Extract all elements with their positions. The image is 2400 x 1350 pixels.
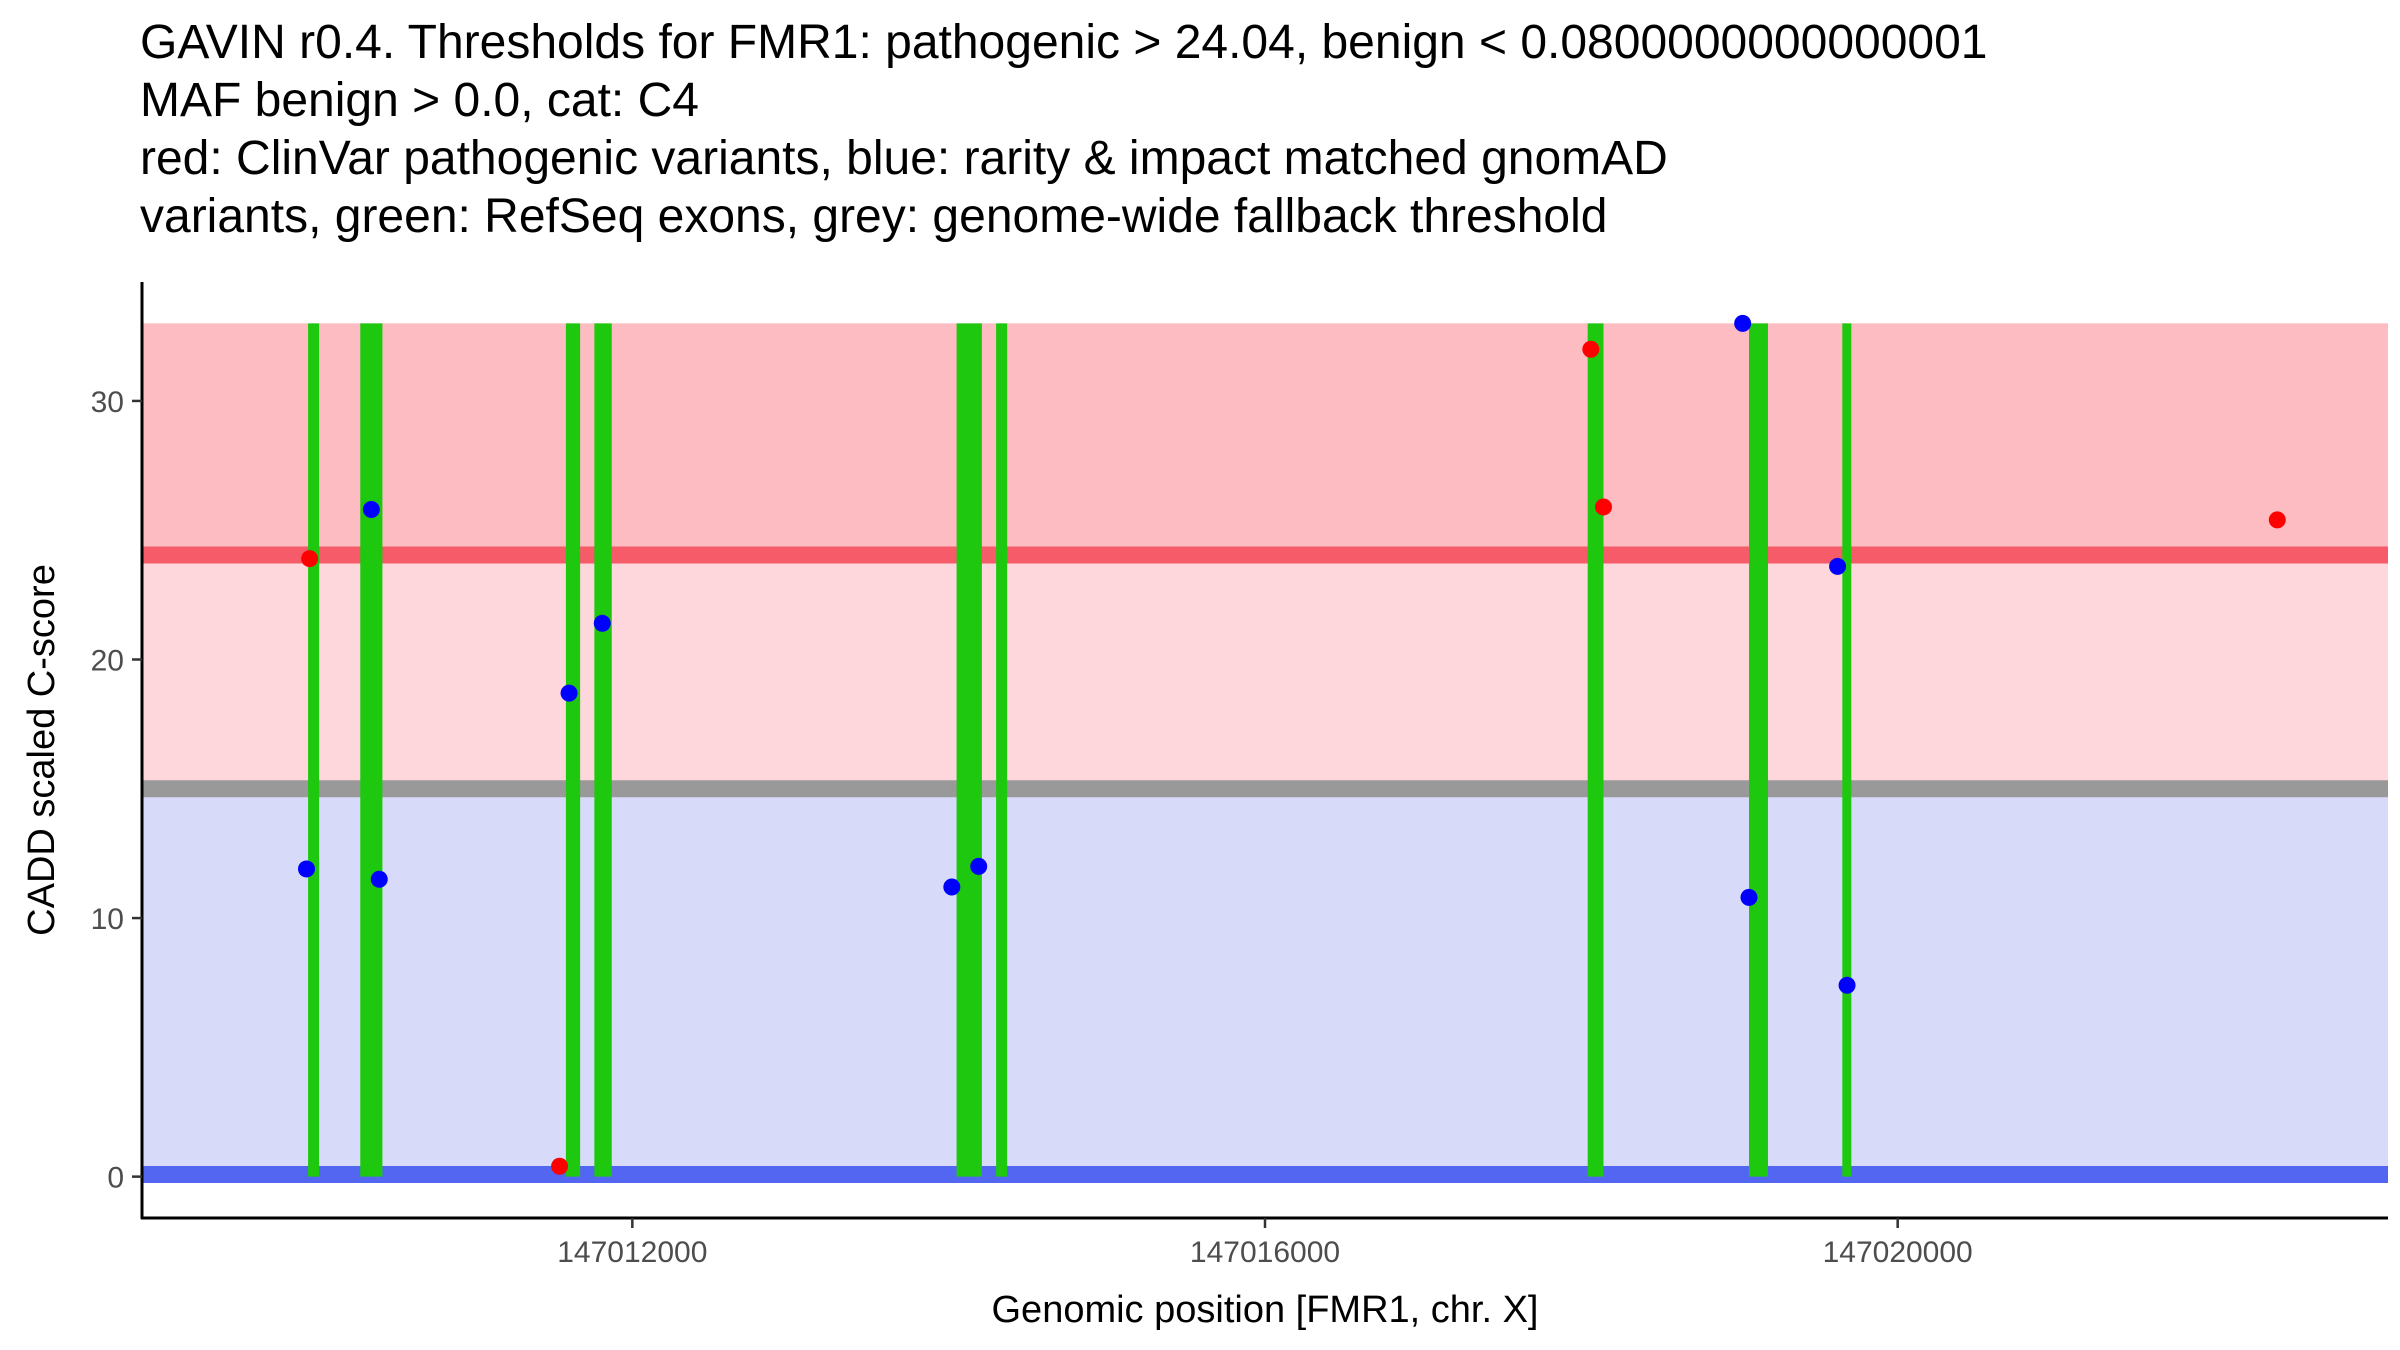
title-line-1: GAVIN r0.4. Thresholds for FMR1: pathoge… [140,16,1988,69]
gnomad-variant-point [560,684,578,702]
title-line-4: variants, green: RefSeq exons, grey: gen… [140,190,1608,243]
exon-bar [360,323,383,1177]
threshold-bands [142,323,2388,1175]
gnomad-variant-point [1740,888,1758,906]
y-tick-label: 10 [91,903,124,936]
x-tick-label: 147016000 [1190,1236,1340,1269]
gnomad-variant-point [362,501,380,519]
clinvar-pathogenic-point [1594,498,1612,516]
variant-points [297,314,2286,1175]
threshold-lines [142,546,2388,1184]
y-tick-label: 0 [107,1162,124,1195]
exon-bar [594,323,612,1177]
y-tick-label: 20 [91,645,124,678]
clinvar-pathogenic-point [301,550,319,568]
gnomad-variant-point [1829,557,1847,575]
gnomad-variant-point [370,870,388,888]
y-axis-title: CADD scaled C-score [21,564,63,936]
title-line-3: red: ClinVar pathogenic variants, blue: … [140,132,1668,185]
gnomad-variant-point [1734,314,1752,332]
x-axis-title: Genomic position [FMR1, chr. X] [992,1289,1539,1331]
x-tick-label: 147020000 [1823,1236,1973,1269]
exon-bar [996,323,1008,1177]
gnomad-variant-point [943,878,961,896]
clinvar-pathogenic-point [2268,511,2286,529]
title-line-2: MAF benign > 0.0, cat: C4 [140,74,699,127]
x-tick-label: 147012000 [557,1236,707,1269]
gnomad-variant-point [1838,976,1856,994]
clinvar-pathogenic-point [551,1157,569,1175]
vus-zone [142,555,2388,789]
exon-bars [308,323,1852,1177]
gnomad-variant-point [297,860,315,878]
gnomad-variant-point [593,614,611,632]
exon-bar [1842,323,1852,1177]
exon-bar [1748,323,1768,1177]
clinvar-pathogenic-point [1582,340,1600,358]
gnomad-variant-point [970,857,988,875]
axis-ticks: 0 10 20 30 147012000 147016000 147020000 [91,386,1973,1269]
exon-bar [565,323,581,1177]
y-tick-label: 30 [91,386,124,419]
chart-title: GAVIN r0.4. Thresholds for FMR1: pathoge… [140,14,2380,246]
pathogenic-zone [142,323,2388,556]
exon-bar [1587,323,1604,1177]
exon-bar [956,323,982,1177]
benign-zone [142,788,2388,1175]
exon-bar [308,323,320,1177]
